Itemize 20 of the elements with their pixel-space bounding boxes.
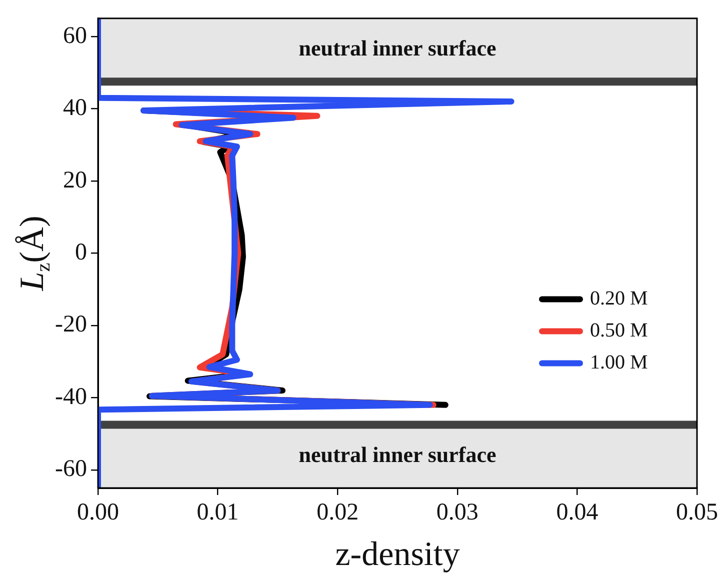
x-tick-label: 0.01 (196, 500, 239, 526)
x-tick-label: 0.04 (556, 500, 598, 526)
y-tick-label: -60 (55, 456, 87, 482)
x-axis-title: z-density (335, 536, 460, 573)
band-label: neutral inner surface (298, 442, 497, 468)
x-tick-label: 0.05 (676, 500, 718, 526)
legend-label: 0.50 M (590, 319, 648, 342)
x-tick-label: 0.00 (77, 500, 119, 526)
band-label: neutral inner surface (298, 36, 497, 61)
y-tick-label: 60 (63, 22, 87, 49)
y-tick-label: 40 (63, 95, 87, 122)
y-tick-label: -20 (55, 312, 87, 338)
y-tick-label: 0 (75, 239, 87, 266)
legend-label: 0.20 M (590, 287, 648, 310)
legend-label: 1.00 M (590, 351, 648, 374)
y-tick-label: 20 (63, 167, 87, 194)
x-tick-label: 0.02 (316, 500, 359, 526)
x-tick-label: 0.03 (436, 500, 478, 526)
y-tick-label: -40 (55, 384, 87, 410)
y-axis-title: Lz(Å) (14, 216, 54, 292)
